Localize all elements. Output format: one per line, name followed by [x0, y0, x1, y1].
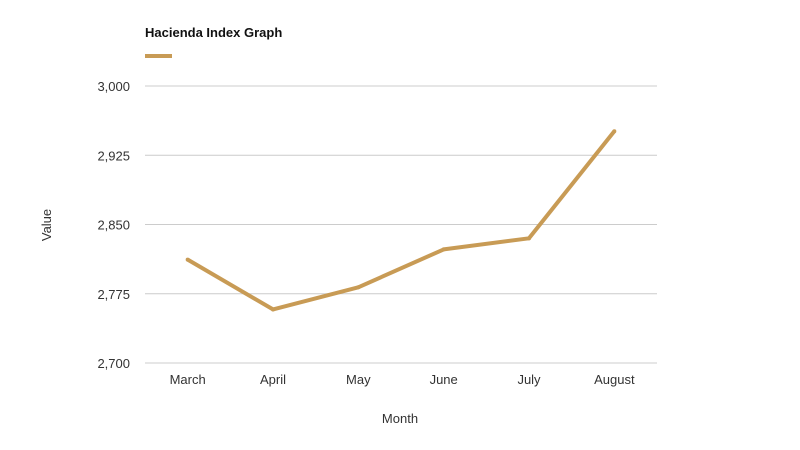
y-axis-ticks: 2,700 2,775 2,850 2,925 3,000: [97, 79, 130, 371]
data-point: [612, 129, 617, 134]
series-points: [185, 129, 617, 312]
y-tick-label: 3,000: [97, 79, 130, 94]
x-tick-label: June: [430, 372, 458, 387]
y-tick-label: 2,925: [97, 148, 130, 163]
x-tick-label: April: [260, 372, 286, 387]
y-axis-label: Value: [39, 209, 54, 241]
y-tick-label: 2,775: [97, 287, 130, 302]
x-axis-label: Month: [382, 411, 418, 426]
x-tick-label: March: [170, 372, 206, 387]
data-point: [271, 307, 275, 312]
gridlines: [145, 85, 657, 364]
y-tick-label: 2,700: [97, 356, 130, 371]
data-point: [356, 285, 361, 290]
data-point: [441, 247, 446, 252]
x-axis-ticks: March April May June July August: [170, 372, 635, 387]
series-line: [186, 129, 616, 312]
x-tick-label: July: [517, 372, 541, 387]
x-tick-label: May: [346, 372, 371, 387]
data-point: [527, 236, 531, 241]
chart-title: Hacienda Index Graph: [145, 25, 282, 40]
x-tick-label: August: [594, 372, 635, 387]
y-tick-label: 2,850: [97, 218, 130, 233]
data-point: [185, 257, 190, 262]
